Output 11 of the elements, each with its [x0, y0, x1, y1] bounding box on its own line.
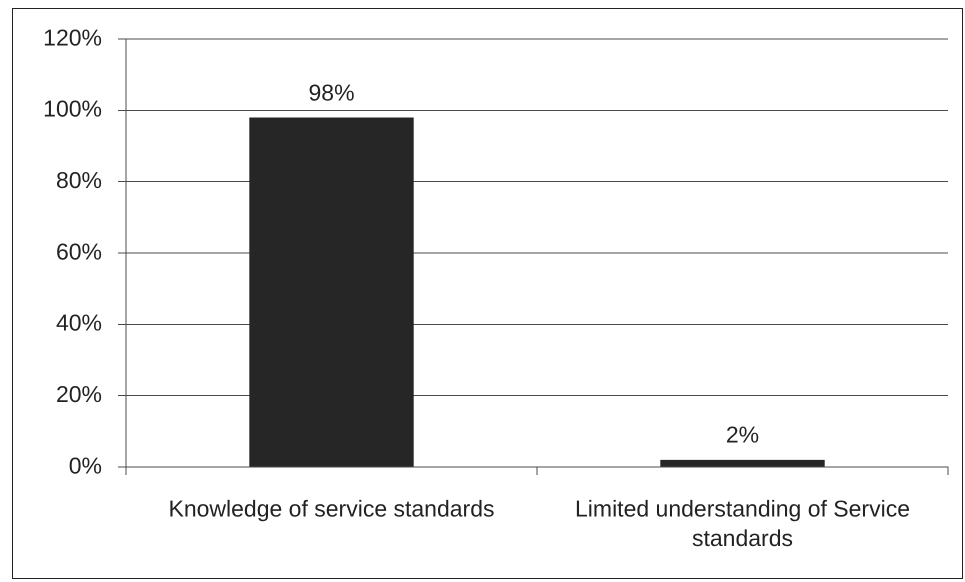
y-tick-label: 80%	[56, 167, 102, 194]
data-label: 2%	[726, 422, 760, 448]
y-tick-label: 60%	[56, 238, 102, 264]
y-tick-label: 20%	[56, 381, 102, 408]
y-tick-label: 40%	[56, 310, 102, 336]
x-tick-label: Knowledge of service standards	[168, 495, 495, 522]
y-tick-label: 0%	[68, 452, 102, 478]
y-tick-label: 120%	[43, 24, 102, 50]
y-tick-label: 100%	[43, 96, 102, 122]
x-tick-label: Limited understanding of Service standards	[575, 495, 910, 552]
data-label: 98%	[308, 79, 355, 106]
